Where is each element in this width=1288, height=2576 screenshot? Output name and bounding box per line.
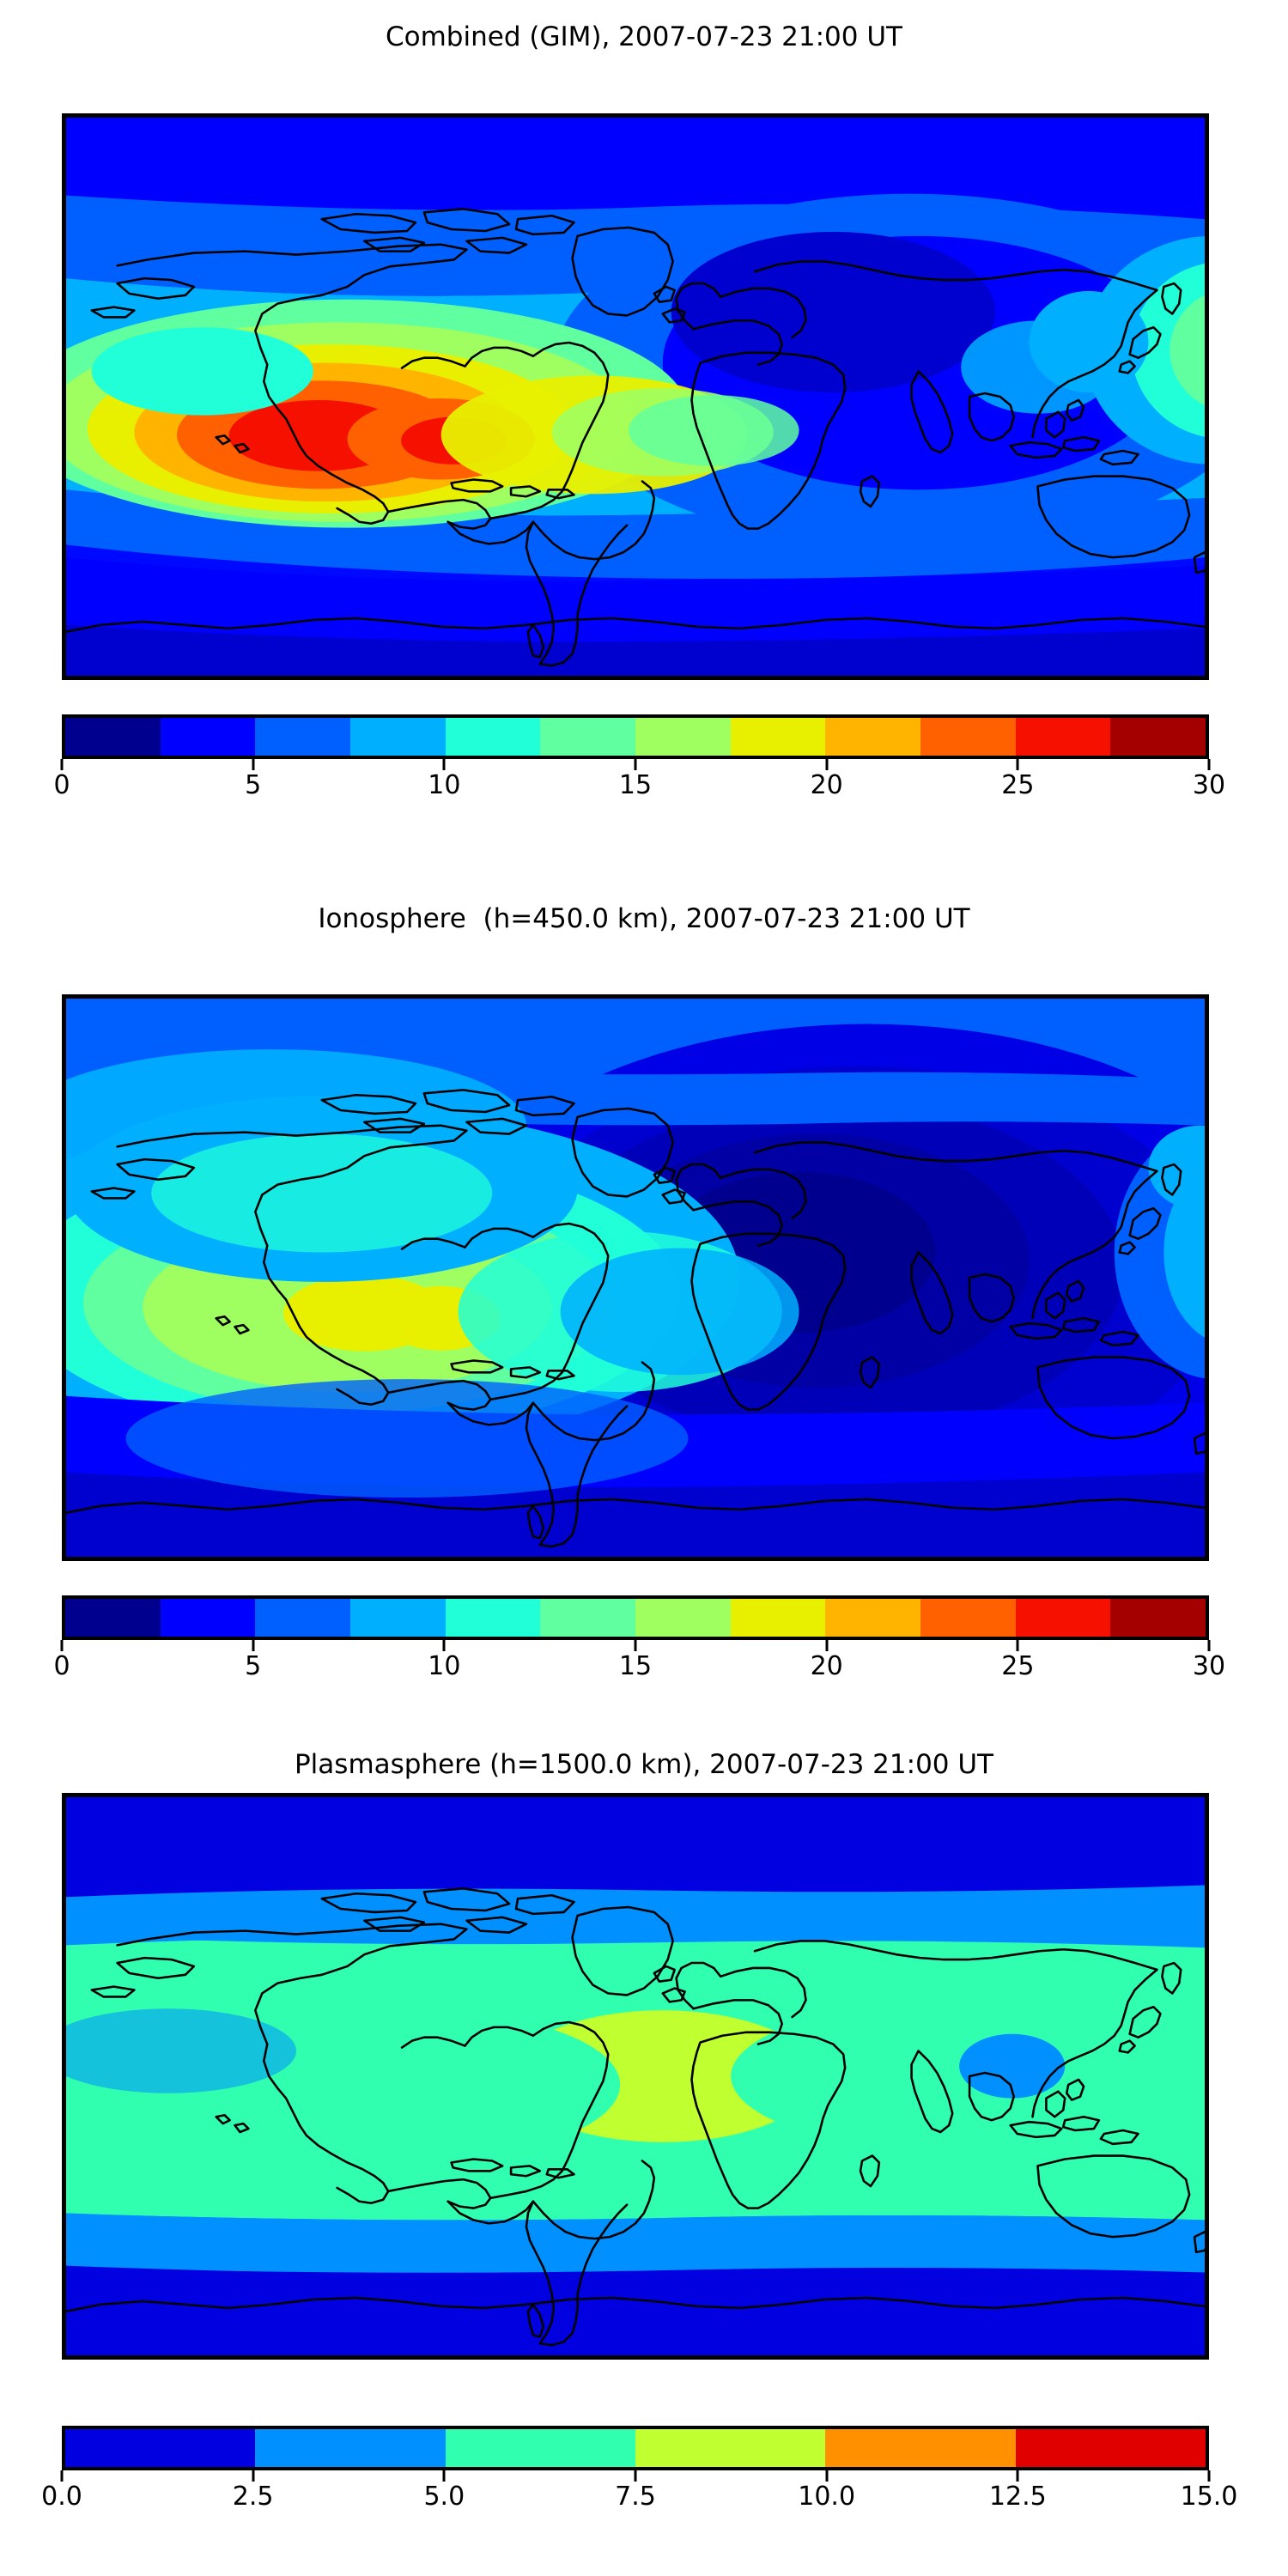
colorbar-tick-mark [1207,759,1211,770]
colorbar-tick-label: 30 [1192,770,1226,800]
colorbar-tick-mark [634,2470,637,2482]
colorbar-tick-label: 0 [53,1651,70,1681]
colorbar-tick-mark [252,759,255,770]
colorbar-tick-label: 10.0 [798,2482,856,2512]
panel-combined-gim: Combined (GIM), 2007-07-23 21:00 UT [0,0,1288,859]
colorbar-segment [255,1599,351,1637]
colorbar-tick-mark [1016,759,1019,770]
colorbar-tick-label: 2.5 [232,2482,274,2512]
colorbar-tick-mark [60,759,64,770]
map-svg [66,1797,1205,2355]
colorbar-tick-label: 7.5 [615,2482,656,2512]
colorbar-tick-label: 25 [1001,770,1035,800]
colorbar-segment [160,1599,256,1637]
colorbar-tick-mark [442,2470,446,2482]
colorbar-segment [1015,1599,1111,1637]
colorbar-tick-mark [442,1640,446,1651]
panel-title: Combined (GIM), 2007-07-23 21:00 UT [386,21,902,52]
colorbar-tick-mark [1016,2470,1019,2482]
colorbar-segment [445,718,541,756]
colorbar-tick-label: 12.5 [988,2482,1047,2512]
colorbar-segment [540,1599,636,1637]
coastlines [66,208,1205,667]
colorbar-tick-label: 30 [1192,1651,1226,1681]
colorbar-segment [255,2429,446,2467]
colorbar-segment [635,2429,826,2467]
colorbar-combined-gim: 0 5 10 15 20 25 30 [53,714,1225,800]
panel-plasmasphere: Plasmasphere (h=1500.0 km), 2007-07-23 2… [0,1735,1288,2576]
colorbar-segment [65,718,161,756]
map-svg [66,999,1205,1557]
colorbar-tick-mark [1016,1640,1019,1651]
map-svg [66,118,1205,676]
colorbar-segment [1110,718,1206,756]
panel-ionosphere: Ionosphere (h=450.0 km), 2007-07-23 21:0… [0,859,1288,1735]
colorbar-segment [350,718,446,756]
colorbar-tick-mark [825,2470,829,2482]
colorbar-ticks: 0 5 10 15 20 25 30 [53,759,1225,800]
colorbar-tick-mark [825,1640,829,1651]
colorbar-tick-label: 15 [618,770,653,800]
colorbar-tick-label: 5 [245,770,262,800]
colorbar-segment [350,1599,446,1637]
colorbar-ticks: 0 5 10 15 20 25 30 [53,1640,1225,1681]
coastlines [66,1089,1205,1548]
colorbar-segment [1015,718,1111,756]
colorbar-tick-mark [1207,2470,1211,2482]
colorbar-tick-label: 5 [245,1651,262,1681]
colorbar-tick-mark [634,1640,637,1651]
colorbar-segment [825,1599,921,1637]
colorbar-tick-label: 15 [618,1651,653,1681]
colorbar-plasmasphere: 0.0 2.5 5.0 7.5 10.0 12.5 15.0 [41,2426,1237,2512]
colorbar-segment [160,718,256,756]
colorbar-segment [825,2429,1016,2467]
colorbar-segment [635,1599,731,1637]
colorbar-segment [635,718,731,756]
colorbar-segment [920,718,1016,756]
colorbar-segment [1110,1599,1206,1637]
colorbar-tick-label: 10 [428,770,461,800]
colorbar-segment [1015,2429,1206,2467]
colorbar-segment [445,2429,635,2467]
colorbar-segment [920,1599,1016,1637]
coastlines [66,1887,1205,2347]
colorbar-tick-label: 25 [1001,1651,1035,1681]
colorbar-segment [730,718,826,756]
colorbar-segment [445,1599,541,1637]
colorbar-tick-mark [825,759,829,770]
colorbar-ticks: 0.0 2.5 5.0 7.5 10.0 12.5 15.0 [41,2470,1237,2512]
colorbar-tick-mark [634,759,637,770]
colorbar-gradient [62,714,1209,759]
colorbar-tick-label: 20 [810,1651,843,1681]
colorbar-tick-mark [252,1640,255,1651]
colorbar-tick-label: 0 [53,770,70,800]
map-combined-gim [62,113,1209,680]
panel-title: Ionosphere (h=450.0 km), 2007-07-23 21:0… [318,903,970,934]
colorbar-tick-label: 20 [810,770,843,800]
colorbar-segment [65,1599,161,1637]
colorbar-tick-mark [60,2470,64,2482]
colorbar-segment [825,718,921,756]
colorbar-tick-mark [252,2470,255,2482]
colorbar-tick-label: 15.0 [1180,2482,1238,2512]
colorbar-tick-label: 0.0 [41,2482,82,2512]
colorbar-tick-mark [1207,1640,1211,1651]
colorbar-tick-label: 10 [428,1651,461,1681]
colorbar-segment [255,718,351,756]
colorbar-tick-mark [60,1640,64,1651]
colorbar-tick-label: 5.0 [423,2482,465,2512]
panel-title: Plasmasphere (h=1500.0 km), 2007-07-23 2… [294,1749,993,1780]
colorbar-gradient [62,2426,1209,2470]
colorbar-tick-mark [442,759,446,770]
colorbar-gradient [62,1595,1209,1640]
colorbar-ionosphere: 0 5 10 15 20 25 30 [53,1595,1225,1681]
map-ionosphere [62,994,1209,1561]
map-plasmasphere [62,1793,1209,2360]
colorbar-segment [540,718,636,756]
colorbar-segment [65,2429,256,2467]
colorbar-segment [730,1599,826,1637]
